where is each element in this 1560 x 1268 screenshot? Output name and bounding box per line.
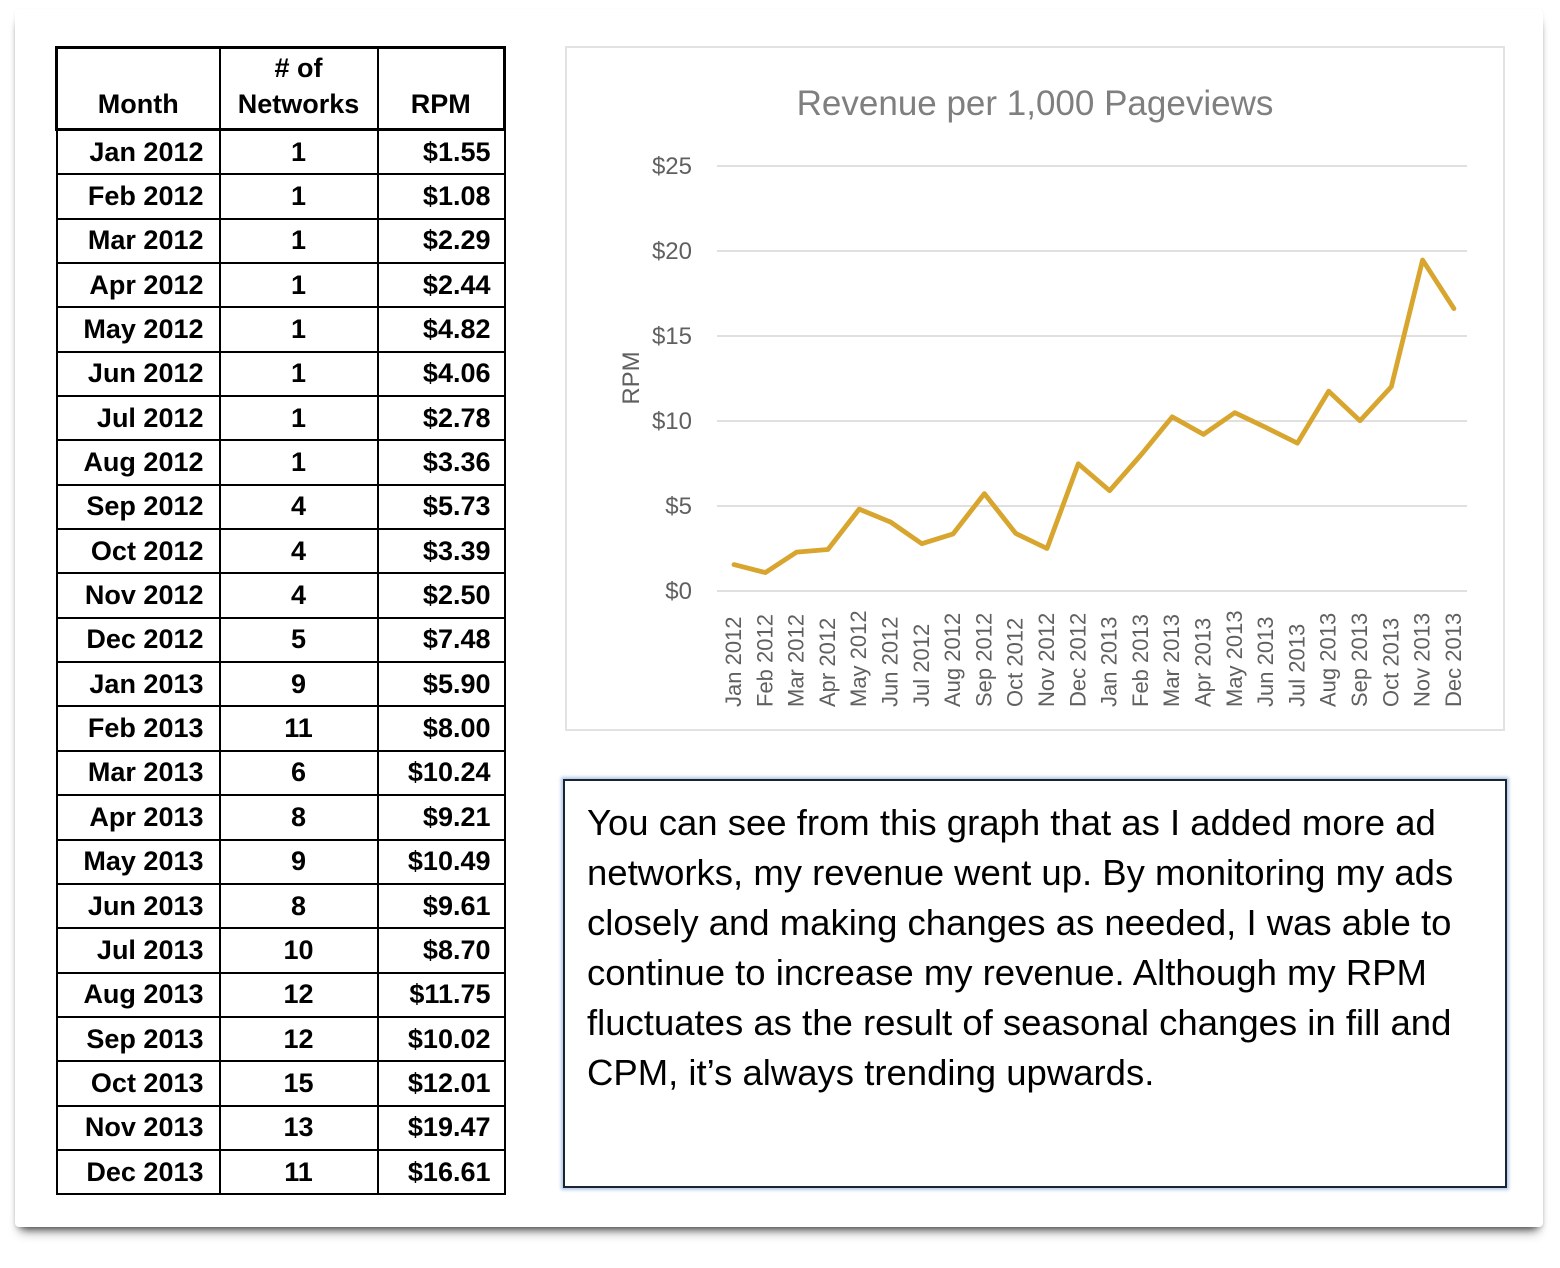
svg-text:Feb 2013: Feb 2013 — [1128, 614, 1153, 707]
svg-text:Apr 2012: Apr 2012 — [815, 618, 840, 707]
svg-text:$10: $10 — [652, 408, 692, 435]
svg-text:Aug 2013: Aug 2013 — [1316, 613, 1341, 707]
svg-text:Nov 2012: Nov 2012 — [1034, 613, 1059, 707]
svg-text:Jan 2013: Jan 2013 — [1097, 616, 1122, 707]
svg-text:Dec 2013: Dec 2013 — [1441, 613, 1466, 707]
svg-text:Mar 2012: Mar 2012 — [784, 614, 809, 707]
svg-text:Feb 2012: Feb 2012 — [752, 614, 777, 707]
svg-text:$15: $15 — [652, 323, 692, 350]
svg-text:May 2013: May 2013 — [1222, 610, 1247, 707]
svg-text:$25: $25 — [652, 153, 692, 180]
svg-text:Jan 2012: Jan 2012 — [721, 616, 746, 707]
svg-text:May 2012: May 2012 — [846, 610, 871, 707]
svg-text:Nov 2013: Nov 2013 — [1410, 613, 1435, 707]
svg-text:Dec 2012: Dec 2012 — [1065, 613, 1090, 707]
svg-text:Apr 2013: Apr 2013 — [1191, 618, 1216, 707]
svg-text:Oct 2012: Oct 2012 — [1003, 618, 1028, 707]
svg-text:Revenue per 1,000 Pageviews: Revenue per 1,000 Pageviews — [797, 84, 1274, 123]
svg-text:Jul 2012: Jul 2012 — [909, 624, 934, 707]
svg-text:Sep 2013: Sep 2013 — [1347, 613, 1372, 707]
svg-text:Jun 2012: Jun 2012 — [878, 616, 903, 707]
svg-text:Mar 2013: Mar 2013 — [1159, 614, 1184, 707]
svg-text:Oct 2013: Oct 2013 — [1378, 618, 1403, 707]
svg-text:Jun 2013: Jun 2013 — [1253, 616, 1278, 707]
svg-text:Sep 2012: Sep 2012 — [971, 613, 996, 707]
svg-text:$0: $0 — [665, 578, 692, 605]
svg-text:RPM: RPM — [618, 351, 645, 404]
svg-text:Aug 2012: Aug 2012 — [940, 613, 965, 707]
svg-text:Jul 2013: Jul 2013 — [1284, 624, 1309, 707]
svg-text:$5: $5 — [665, 493, 692, 520]
svg-text:$20: $20 — [652, 238, 692, 265]
